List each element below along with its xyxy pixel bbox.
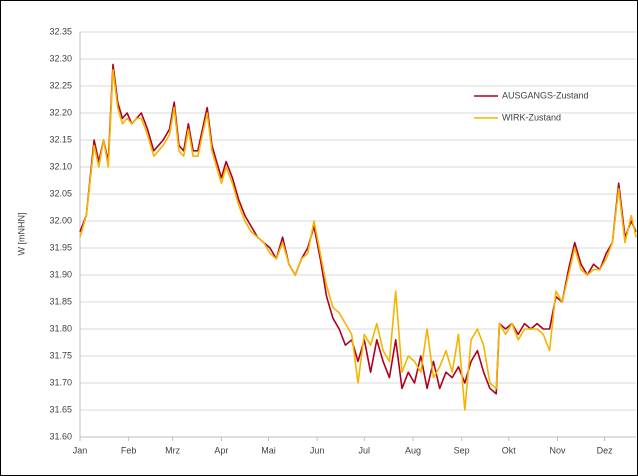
y-tick-label: 32.10: [49, 161, 72, 171]
y-tick-label: 32.25: [49, 80, 72, 90]
y-tick-label: 31.60: [49, 431, 72, 441]
y-tick-label: 31.75: [49, 350, 72, 360]
legend-label: WIRK-Zustand: [502, 112, 561, 122]
y-tick-label: 31.95: [49, 242, 72, 252]
x-tick-label: Mrz: [165, 445, 180, 455]
x-tick-label: Aug: [405, 445, 421, 455]
x-tick-label: Mai: [261, 445, 276, 455]
y-axis-label: W [mNHN]: [16, 213, 26, 256]
series-line: [79, 69, 637, 411]
x-tick-label: Jun: [310, 445, 325, 455]
x-tick-label: Okt: [502, 445, 517, 455]
y-tick-label: 32.20: [49, 107, 72, 117]
y-tick-label: 32.15: [49, 134, 72, 144]
y-tick-label: 32.35: [49, 26, 72, 36]
y-tick-label: 31.70: [49, 377, 72, 387]
y-tick-label: 31.90: [49, 269, 72, 279]
y-tick-label: 31.85: [49, 296, 72, 306]
y-tick-label: 32.05: [49, 188, 72, 198]
x-tick-label: Apr: [214, 445, 228, 455]
y-tick-label: 31.65: [49, 404, 72, 414]
x-tick-label: Sep: [454, 445, 470, 455]
legend-label: AUSGANGS-Zustand: [502, 90, 589, 100]
x-tick-label: Jul: [359, 445, 371, 455]
x-tick-label: Jan: [73, 445, 88, 455]
x-tick-label: Feb: [121, 445, 137, 455]
y-tick-label: 32.30: [49, 53, 72, 63]
x-tick-label: Dez: [597, 445, 614, 455]
y-tick-label: 31.80: [49, 323, 72, 333]
x-tick-label: Nov: [549, 445, 566, 455]
y-tick-label: 32.00: [49, 215, 72, 225]
series-line: [79, 63, 637, 395]
